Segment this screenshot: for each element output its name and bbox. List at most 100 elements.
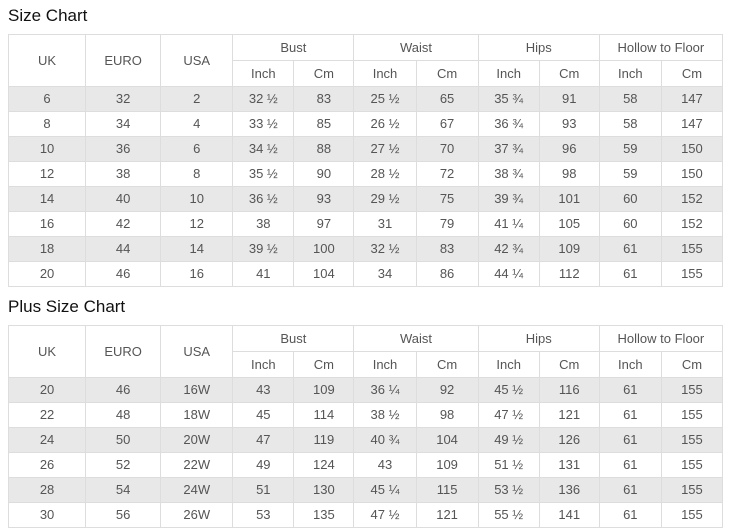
table-cell: 51 ½: [477, 452, 540, 478]
table-cell: 155: [660, 261, 724, 287]
table-cell: 124: [293, 452, 355, 478]
subheader-waist-inch: Inch: [353, 351, 417, 378]
table-cell: 109: [538, 236, 600, 262]
table-cell: 105: [538, 211, 600, 237]
table-cell: 35 ½: [232, 161, 295, 187]
table-cell: 37 ¾: [477, 136, 540, 162]
column-header-usa: USA: [160, 325, 234, 378]
plus-size-chart-title: Plus Size Chart: [8, 297, 126, 316]
table-cell: 30: [7, 502, 87, 528]
table-cell: 116: [538, 377, 600, 403]
table-cell: 26 ½: [353, 111, 417, 137]
table-cell: 58: [598, 86, 662, 112]
table-cell: 20W: [160, 427, 234, 453]
table-cell: 90: [293, 161, 355, 187]
table-cell: 25 ½: [353, 86, 417, 112]
table-cell: 49 ½: [477, 427, 540, 453]
table-cell: 6: [7, 86, 87, 112]
table-cell: 42 ¾: [477, 236, 540, 262]
subheader-bust-inch: Inch: [232, 60, 295, 87]
table-cell: 61: [598, 502, 662, 528]
table-cell: 155: [660, 427, 724, 453]
table-cell: 38: [85, 161, 162, 187]
table-cell: 79: [415, 211, 479, 237]
column-header-hips: Hips: [477, 325, 600, 352]
table-row: 14 40 10 36 ½ 93 29 ½ 75 39 ¾ 101 60 152: [7, 186, 724, 212]
table-cell: 104: [293, 261, 355, 287]
table-cell: 20: [7, 377, 87, 403]
subheader-bust-cm: Cm: [293, 60, 355, 87]
table-cell: 112: [538, 261, 600, 287]
table-row: 8 34 4 33 ½ 85 26 ½ 67 36 ¾ 93 58 147: [7, 111, 724, 137]
table-cell: 22W: [160, 452, 234, 478]
table-cell: 109: [293, 377, 355, 403]
subheader-waist-cm: Cm: [415, 60, 479, 87]
table-cell: 61: [598, 402, 662, 428]
table-cell: 39 ½: [232, 236, 295, 262]
table-cell: 32: [85, 86, 162, 112]
table-header-group-row: UK EURO USA Bust Waist Hips Hollow to Fl…: [7, 325, 724, 378]
table-cell: 92: [415, 377, 479, 403]
table-cell: 55 ½: [477, 502, 540, 528]
table-cell: 75: [415, 186, 479, 212]
table-cell: 16W: [160, 377, 234, 403]
size-chart-section: Size Chart UK EURO USA Bust Waist Hips H…: [7, 5, 724, 287]
column-header-bust: Bust: [232, 325, 355, 352]
table-cell: 10: [7, 136, 87, 162]
table-cell: 147: [660, 86, 724, 112]
table-cell: 155: [660, 502, 724, 528]
table-cell: 88: [293, 136, 355, 162]
table-cell: 45 ½: [477, 377, 540, 403]
table-cell: 83: [293, 86, 355, 112]
table-cell: 33 ½: [232, 111, 295, 137]
table-cell: 4: [160, 111, 234, 137]
table-cell: 40: [85, 186, 162, 212]
table-cell: 16: [7, 211, 87, 237]
table-cell: 150: [660, 136, 724, 162]
table-row: 12 38 8 35 ½ 90 28 ½ 72 38 ¾ 98 59 150: [7, 161, 724, 187]
table-cell: 119: [293, 427, 355, 453]
subheader-hips-cm: Cm: [538, 351, 600, 378]
size-chart-table: UK EURO USA Bust Waist Hips Hollow to Fl…: [7, 34, 724, 287]
subheader-bust-inch: Inch: [232, 351, 295, 378]
table-cell: 155: [660, 377, 724, 403]
table-cell: 42: [85, 211, 162, 237]
table-cell: 51: [232, 477, 295, 503]
table-cell: 115: [415, 477, 479, 503]
table-cell: 104: [415, 427, 479, 453]
table-cell: 65: [415, 86, 479, 112]
table-cell: 50: [85, 427, 162, 453]
table-cell: 31: [353, 211, 417, 237]
column-header-usa: USA: [160, 34, 234, 87]
table-cell: 114: [293, 402, 355, 428]
table-cell: 12: [160, 211, 234, 237]
column-header-hips: Hips: [477, 34, 600, 61]
table-cell: 70: [415, 136, 479, 162]
table-cell: 72: [415, 161, 479, 187]
table-row: 20 46 16W 43 109 36 ¼ 92 45 ½ 116 61 155: [7, 377, 724, 403]
table-cell: 26: [7, 452, 87, 478]
table-cell: 18: [7, 236, 87, 262]
table-cell: 14: [7, 186, 87, 212]
subheader-bust-cm: Cm: [293, 351, 355, 378]
table-row: 24 50 20W 47 119 40 ¾ 104 49 ½ 126 61 155: [7, 427, 724, 453]
table-row: 6 32 2 32 ½ 83 25 ½ 65 35 ¾ 91 58 147: [7, 86, 724, 112]
table-cell: 39 ¾: [477, 186, 540, 212]
table-cell: 38 ½: [353, 402, 417, 428]
table-cell: 28: [7, 477, 87, 503]
table-header-sub-row: Inch Cm Inch Cm Inch Cm Inch Cm: [9, 351, 724, 378]
subheader-hollow-inch: Inch: [598, 351, 662, 378]
table-cell: 48: [85, 402, 162, 428]
subheader-hollow-inch: Inch: [598, 60, 662, 87]
table-cell: 152: [660, 186, 724, 212]
table-cell: 60: [598, 186, 662, 212]
subheader-waist-inch: Inch: [353, 60, 417, 87]
table-cell: 47 ½: [353, 502, 417, 528]
column-header-uk: UK: [7, 325, 87, 378]
table-row: 10 36 6 34 ½ 88 27 ½ 70 37 ¾ 96 59 150: [7, 136, 724, 162]
column-header-hollow-to-floor: Hollow to Floor: [598, 34, 724, 61]
table-cell: 43: [353, 452, 417, 478]
subheader-hollow-cm: Cm: [660, 60, 724, 87]
table-cell: 8: [160, 161, 234, 187]
